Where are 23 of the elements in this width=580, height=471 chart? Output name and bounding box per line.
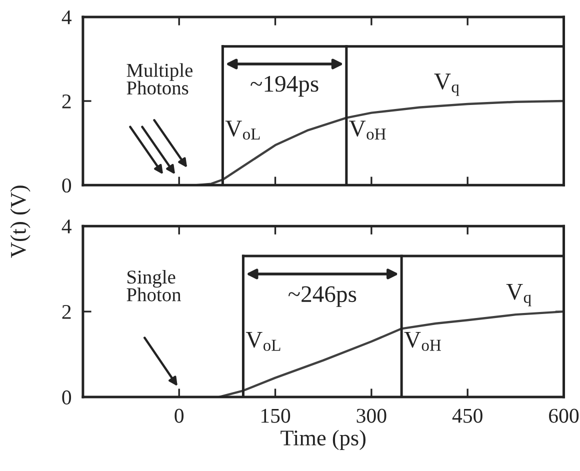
y-tick-label: 0 (62, 390, 72, 404)
x-axis-title: Time (ps) (280, 430, 366, 450)
annotation: Multiple Photons (126, 63, 193, 95)
annotation: V$_{q}$ (434, 74, 460, 96)
ref-line-label: V$_{oH}$ (349, 120, 386, 140)
y-axis-title: V(t) (V) (10, 186, 30, 258)
y-tick-label: 2 (62, 94, 71, 108)
x-tick-label: 300 (356, 408, 386, 423)
ref-line-label: V$_{oL}$ (225, 120, 260, 140)
annotation: ~246ps (288, 286, 356, 307)
ref-line-label: V$_{oL}$ (246, 332, 280, 351)
x-tick-label: 450 (452, 408, 482, 423)
annotation: ~194ps (250, 76, 318, 97)
y-tick-label: 0 (62, 178, 72, 193)
y-tick-label: 4 (62, 10, 72, 24)
y-tick-label: 4 (62, 220, 72, 234)
ref-line-label: V$_{oH}$ (404, 332, 441, 351)
y-tick-label: 2 (62, 305, 71, 319)
x-tick-label: 600 (549, 408, 579, 423)
annotation: V$_{q}$ (506, 284, 532, 306)
annotation: Single Photon (126, 270, 182, 302)
x-tick-label: 0 (174, 408, 184, 423)
x-tick-label: 150 (261, 408, 290, 423)
